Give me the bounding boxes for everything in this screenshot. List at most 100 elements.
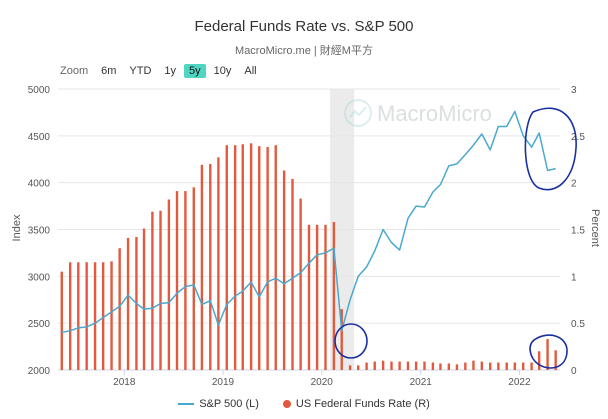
rate-bar bbox=[60, 271, 63, 370]
right-tick-label: 0 bbox=[571, 366, 577, 377]
zoom-ytd-button[interactable]: YTD bbox=[129, 65, 152, 77]
rate-bar bbox=[489, 362, 492, 370]
rate-bar bbox=[258, 146, 261, 370]
rate-bar bbox=[175, 191, 179, 370]
rate-bar bbox=[522, 362, 525, 370]
watermark-text: MacroMicro bbox=[377, 101, 492, 126]
chart-subtitle: MacroMicro.me | 財經M平方 bbox=[235, 45, 373, 57]
rate-bar bbox=[373, 361, 376, 370]
annotation-circle-2022-top bbox=[524, 107, 577, 191]
y-axis-right-label: Percent bbox=[589, 209, 601, 247]
rate-bar bbox=[200, 164, 204, 370]
rate-bar bbox=[348, 365, 352, 370]
left-tick-label: 4500 bbox=[28, 132, 51, 143]
rate-bar bbox=[274, 145, 277, 370]
left-tick-label: 5000 bbox=[28, 85, 51, 96]
x-tick-label: 2019 bbox=[212, 377, 235, 388]
x-tick-label: 2021 bbox=[410, 377, 433, 388]
rate-bar bbox=[282, 170, 286, 370]
sp500-line bbox=[61, 110, 556, 334]
watermark: MacroMicro bbox=[344, 99, 492, 127]
rate-bar bbox=[332, 222, 336, 370]
zoom-all-button[interactable]: All bbox=[244, 65, 257, 77]
rate-bar bbox=[497, 362, 500, 370]
rate-bar bbox=[398, 361, 401, 370]
rate-bar bbox=[464, 362, 467, 370]
left-tick-label: 2000 bbox=[28, 366, 51, 377]
rate-bar bbox=[315, 224, 319, 370]
legend: S&P 500 (L) US Federal Funds Rate (R) bbox=[0, 398, 608, 410]
rate-bar bbox=[167, 199, 171, 370]
rate-bar bbox=[126, 237, 130, 370]
rate-bar bbox=[291, 178, 294, 370]
rate-bar bbox=[406, 361, 410, 370]
rate-bar bbox=[241, 144, 244, 370]
right-tick-label: 1.5 bbox=[571, 226, 585, 237]
rate-bar bbox=[110, 261, 113, 370]
rate-bar bbox=[184, 191, 187, 370]
rate-bar bbox=[307, 224, 311, 370]
rate-bar bbox=[455, 364, 459, 370]
x-tick-label: 2022 bbox=[508, 377, 531, 388]
rate-bar bbox=[151, 211, 154, 370]
x-tick-label: 2018 bbox=[113, 377, 136, 388]
legend-item-fed-rate[interactable]: US Federal Funds Rate (R) bbox=[282, 398, 430, 410]
rate-bar bbox=[537, 351, 541, 370]
left-tick-label: 3000 bbox=[28, 272, 51, 283]
rate-bar bbox=[513, 362, 517, 370]
rate-bar bbox=[233, 145, 237, 370]
rate-bar bbox=[77, 262, 80, 370]
left-tick-label: 4000 bbox=[28, 179, 51, 190]
chart-title: Federal Funds Rate vs. S&P 500 bbox=[194, 18, 414, 35]
left-tick-label: 3500 bbox=[28, 226, 51, 237]
legend-item-sp500[interactable]: S&P 500 (L) bbox=[178, 398, 259, 410]
y-axis-left-label: Index bbox=[11, 214, 23, 241]
rate-bar bbox=[118, 248, 121, 370]
rate-bar bbox=[381, 360, 385, 370]
right-tick-label: 0.5 bbox=[571, 319, 585, 330]
zoom-bar: Zoom 6m YTD 1y 5y 10y All bbox=[60, 63, 265, 79]
rate-bar bbox=[299, 198, 302, 370]
zoom-10y-button[interactable]: 10y bbox=[213, 65, 232, 77]
zoom-label: Zoom bbox=[60, 65, 89, 77]
rate-bar bbox=[390, 361, 393, 370]
rate-bar bbox=[554, 350, 557, 370]
legend-label-sp500: S&P 500 (L) bbox=[199, 398, 259, 410]
rate-bar bbox=[93, 262, 97, 370]
zoom-5y-button[interactable]: 5y bbox=[184, 64, 206, 78]
right-tick-label: 3 bbox=[571, 85, 577, 96]
right-tick-label: 2 bbox=[571, 179, 577, 190]
rate-bar bbox=[365, 362, 368, 370]
rate-bar bbox=[217, 157, 220, 370]
annotation-circle-2022-rate bbox=[529, 334, 568, 369]
rate-bar bbox=[431, 362, 435, 370]
x-tick-label: 2020 bbox=[311, 377, 334, 388]
legend-dot-icon bbox=[282, 400, 291, 408]
rate-bar bbox=[85, 262, 88, 370]
rate-bar bbox=[472, 360, 475, 370]
hand-drawn-annotations bbox=[334, 107, 577, 369]
right-tick-label: 1 bbox=[571, 272, 577, 283]
annotation-circle-2020-low bbox=[334, 323, 368, 359]
rate-bar bbox=[530, 362, 533, 370]
rate-bar bbox=[225, 145, 228, 370]
rate-bar bbox=[68, 262, 72, 370]
watermark-chart-icon bbox=[349, 106, 367, 118]
legend-label-fed-rate: US Federal Funds Rate (R) bbox=[295, 398, 430, 410]
zoom-1y-button[interactable]: 1y bbox=[164, 65, 177, 77]
rate-bar bbox=[357, 365, 360, 370]
rate-bar bbox=[249, 143, 253, 370]
watermark-logo-icon bbox=[344, 99, 372, 127]
rate-bar bbox=[101, 262, 105, 370]
rate-bar bbox=[447, 363, 451, 370]
right-tick-label: 2.5 bbox=[571, 132, 585, 143]
rate-bars bbox=[60, 143, 557, 370]
right-axis-ticks: 0 0.5 1 1.5 2 2.5 3 bbox=[571, 85, 585, 377]
rate-bar bbox=[414, 361, 418, 370]
rate-bar bbox=[324, 224, 327, 370]
zoom-6m-button[interactable]: 6m bbox=[101, 65, 117, 77]
rate-bar bbox=[546, 339, 549, 370]
rate-bar bbox=[209, 163, 212, 370]
rate-bar bbox=[439, 363, 442, 370]
